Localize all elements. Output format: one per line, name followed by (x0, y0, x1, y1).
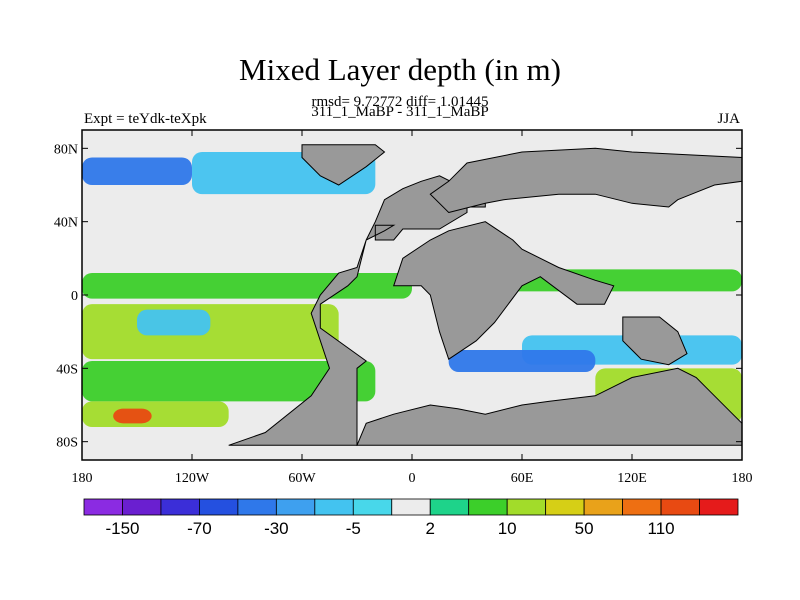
field-region-4 (82, 304, 339, 360)
colorbar-label-1: -70 (187, 519, 212, 538)
colorbar-box-6 (314, 498, 354, 516)
landmass-6 (301, 144, 386, 186)
colorbar-box-13 (583, 498, 623, 516)
colorbar-box-0 (83, 498, 123, 516)
x-tick-label-5: 120E (617, 471, 647, 486)
landmass-4 (429, 147, 743, 214)
colorbar-box-1 (122, 498, 162, 516)
axes: 180 120W 60W 0 60E 120E 180 80N 40N 0 40S 80S (54, 130, 753, 486)
colorbar-box-11 (506, 498, 547, 516)
ocean-fields (82, 152, 742, 427)
landmass-1 (356, 367, 743, 446)
colorbar-box-10 (468, 498, 508, 516)
landmass-3 (622, 316, 688, 366)
colorbar-box-16 (699, 498, 739, 516)
field-region-12 (448, 350, 596, 372)
x-tick-label-4: 60E (511, 471, 534, 486)
colorbar-box-15 (660, 498, 700, 516)
colorbar-box-9 (429, 498, 470, 516)
field-region-3 (82, 273, 412, 299)
colorbar-box-3 (199, 498, 239, 516)
colorbar-box-7 (352, 498, 393, 516)
colorbar-box-2 (160, 498, 200, 516)
y-tick-label-3: 40S (56, 362, 78, 377)
x-tick-label-2: 60W (288, 471, 316, 486)
chart-subtitle: 311_1_MaBP - 311_1_MaBP (311, 104, 489, 120)
x-tick-label-1: 120W (175, 471, 210, 486)
chart-title: Mixed Layer depth (in m) (239, 52, 561, 87)
colorbar-box-12 (545, 498, 585, 516)
colorbar-box-4 (237, 498, 277, 516)
colorbar: -150 -70 -30 -5 2 10 50 110 (83, 498, 739, 538)
y-tick-label-1: 40N (54, 216, 78, 231)
stats-line: rmsd= 9.72772 diff= 1.01445 (311, 94, 489, 110)
x-tick-label-0: 180 (72, 471, 93, 486)
colorbar-box-8 (391, 498, 431, 516)
field-region-6 (82, 361, 376, 402)
colorbar-label-7: 110 (648, 519, 675, 538)
colorbar-box-14 (622, 498, 662, 516)
landmass-2 (393, 221, 615, 360)
x-tick-label-6: 180 (732, 471, 753, 486)
colorbar-label-6: 50 (575, 519, 594, 538)
y-tick-label-0: 80N (54, 142, 78, 157)
field-region-8 (113, 408, 152, 424)
y-tick-label-2: 0 (71, 289, 78, 304)
y-tick-label-4: 80S (56, 436, 78, 451)
season-label: JJA (717, 111, 740, 127)
field-region-0 (82, 157, 192, 185)
field-region-5 (137, 309, 211, 336)
x-tick-label-3: 0 (409, 471, 416, 486)
land-mask (228, 144, 743, 446)
colorbar-label-4: 2 (426, 519, 435, 538)
colorbar-label-2: -30 (264, 519, 289, 538)
colorbar-label-5: 10 (498, 519, 517, 538)
experiment-label: Expt = teYdk-teXpk (84, 111, 207, 127)
colorbar-label-0: -150 (105, 519, 139, 538)
colorbar-box-5 (275, 498, 316, 516)
field-region-7 (82, 401, 229, 427)
colorbar-label-3: -5 (346, 519, 361, 538)
